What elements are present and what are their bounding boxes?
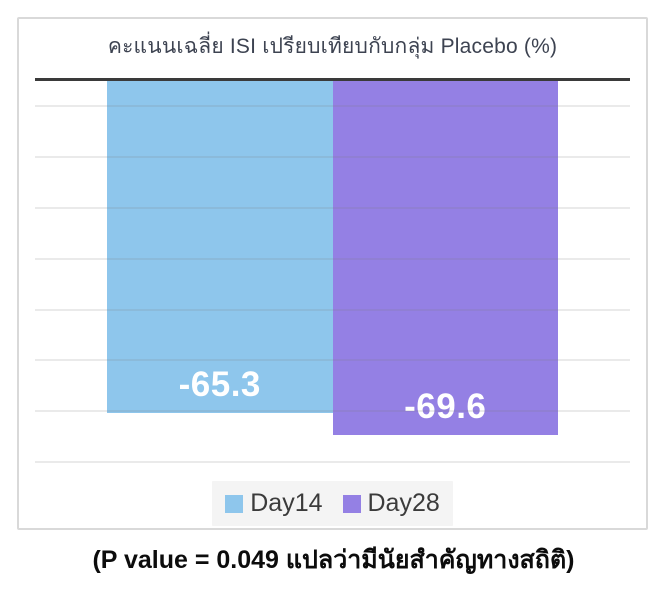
chart-title: คะแนนเฉลี่ย ISI เปรียบเทียบกับกลุ่ม Plac…	[107, 35, 558, 58]
chart-card: คะแนนเฉลี่ย ISI เปรียบเทียบกับกลุ่ม Plac…	[17, 17, 648, 530]
legend-row: Day14 Day28	[35, 481, 630, 526]
legend-item-day14: Day14	[225, 489, 323, 518]
caption-p-value: (P value = 0.049 แปลว่ามีนัยสำคัญทางสถิต…	[92, 546, 575, 574]
legend-swatch-icon	[225, 494, 244, 513]
legend-item-day28: Day28	[342, 489, 440, 518]
bar-value-label-day28: -69.6	[404, 386, 487, 426]
legend-label: Day28	[367, 489, 440, 517]
zero-axis-line	[35, 78, 630, 81]
bar-day28: -69.6	[332, 81, 558, 435]
bars-container: -65.3 -69.6	[35, 81, 630, 462]
plot-area: -65.3 -69.6	[35, 78, 630, 463]
bar-value-label-day14: -65.3	[178, 364, 261, 404]
legend-label: Day14	[250, 489, 323, 517]
legend-swatch-icon	[342, 494, 361, 513]
legend: Day14 Day28	[212, 481, 453, 526]
bar-day14: -65.3	[107, 81, 333, 413]
